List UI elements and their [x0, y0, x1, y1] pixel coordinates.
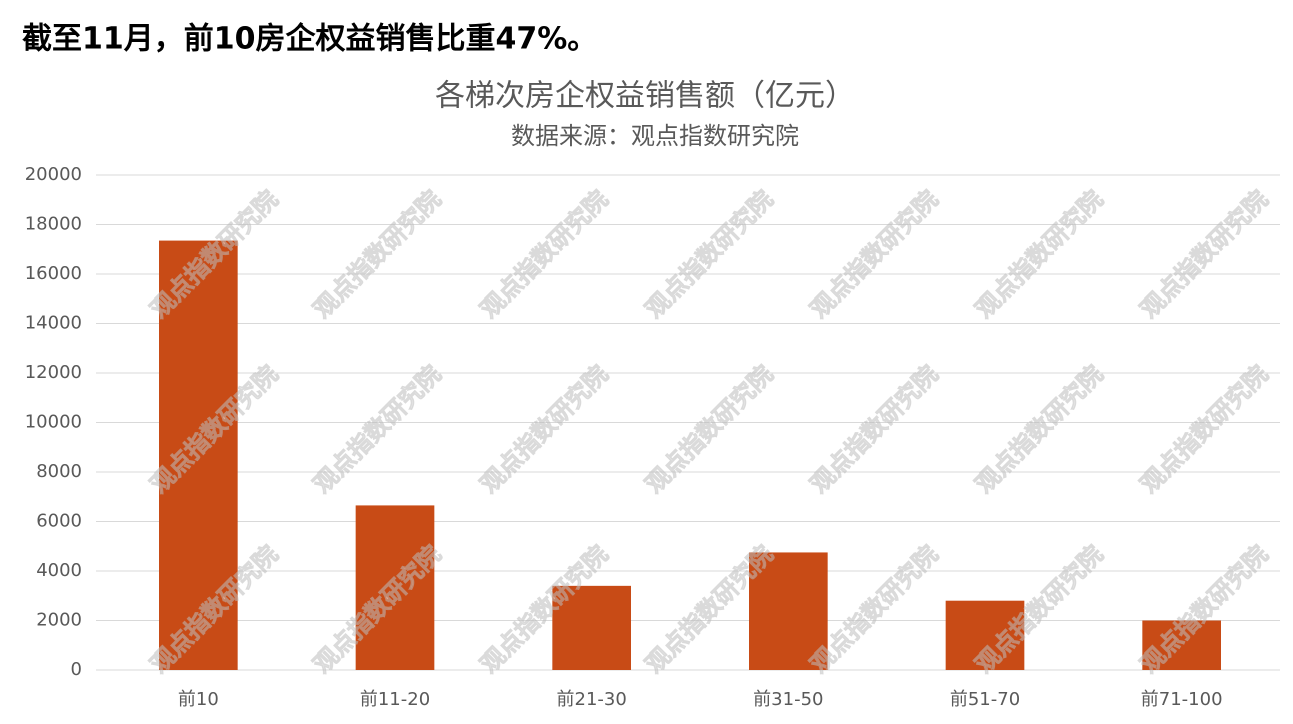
chart-subtitle: 数据来源：观点指数研究院 [511, 122, 799, 150]
x-tick-label: 前71-100 [1141, 689, 1223, 710]
watermark: 观点指数研究院 [475, 360, 614, 499]
grid: 0 2000 4000 6000 8000 10000 12000 14000 16000 180… [25, 164, 1280, 680]
watermark: 观点指数研究院 [970, 185, 1109, 324]
x-tick-label: 前21-30 [557, 689, 627, 710]
watermark: 观点指数研究院 [805, 360, 944, 499]
watermark: 观点指数研究院 [475, 185, 614, 324]
watermark: 观点指数研究院 [640, 360, 779, 499]
y-tick-label: 8000 [36, 461, 82, 482]
y-tick-label: 4000 [36, 560, 82, 581]
x-tick-label: 前51-70 [950, 689, 1020, 710]
y-tick-label: 0 [71, 659, 82, 680]
headline: 截至11月，前10房企权益销售比重47%。 [22, 22, 597, 57]
chart-title: 各梯次房企权益销售额（亿元） [435, 79, 855, 114]
y-tick-label: 10000 [25, 412, 82, 433]
watermark: 观点指数研究院 [1135, 360, 1274, 499]
x-tick-label: 前31-50 [753, 689, 823, 710]
bar [749, 552, 828, 670]
watermark: 观点指数研究院 [805, 185, 944, 324]
watermark: 观点指数研究院 [1135, 185, 1274, 324]
bar [355, 505, 435, 670]
watermark: 观点指数研究院 [308, 360, 447, 499]
bar [159, 240, 238, 670]
x-tick-label: 前10 [178, 689, 219, 710]
bars: 前10 前11-20 前21-30 前31-50 前51-70 前71-100 [159, 240, 1223, 710]
x-tick-label: 前11-20 [360, 689, 430, 710]
y-tick-label: 16000 [25, 263, 82, 284]
y-tick-label: 12000 [25, 362, 82, 383]
bar [552, 585, 631, 670]
watermark: 观点指数研究院 [308, 185, 447, 324]
y-tick-label: 18000 [25, 214, 82, 235]
bar [1142, 620, 1221, 670]
y-tick-label: 6000 [36, 511, 82, 532]
watermark: 观点指数研究院 [640, 185, 779, 324]
bar [945, 600, 1025, 670]
watermark: 观点指数研究院 [970, 360, 1109, 499]
y-tick-label: 14000 [25, 313, 82, 334]
y-tick-label: 2000 [36, 610, 82, 631]
watermarks: 观点指数研究院 观点指数研究院 观点指数研究院 观点指数研究院 观点指数研究院 观点指数研… [145, 185, 1274, 679]
y-tick-label: 20000 [25, 164, 82, 185]
